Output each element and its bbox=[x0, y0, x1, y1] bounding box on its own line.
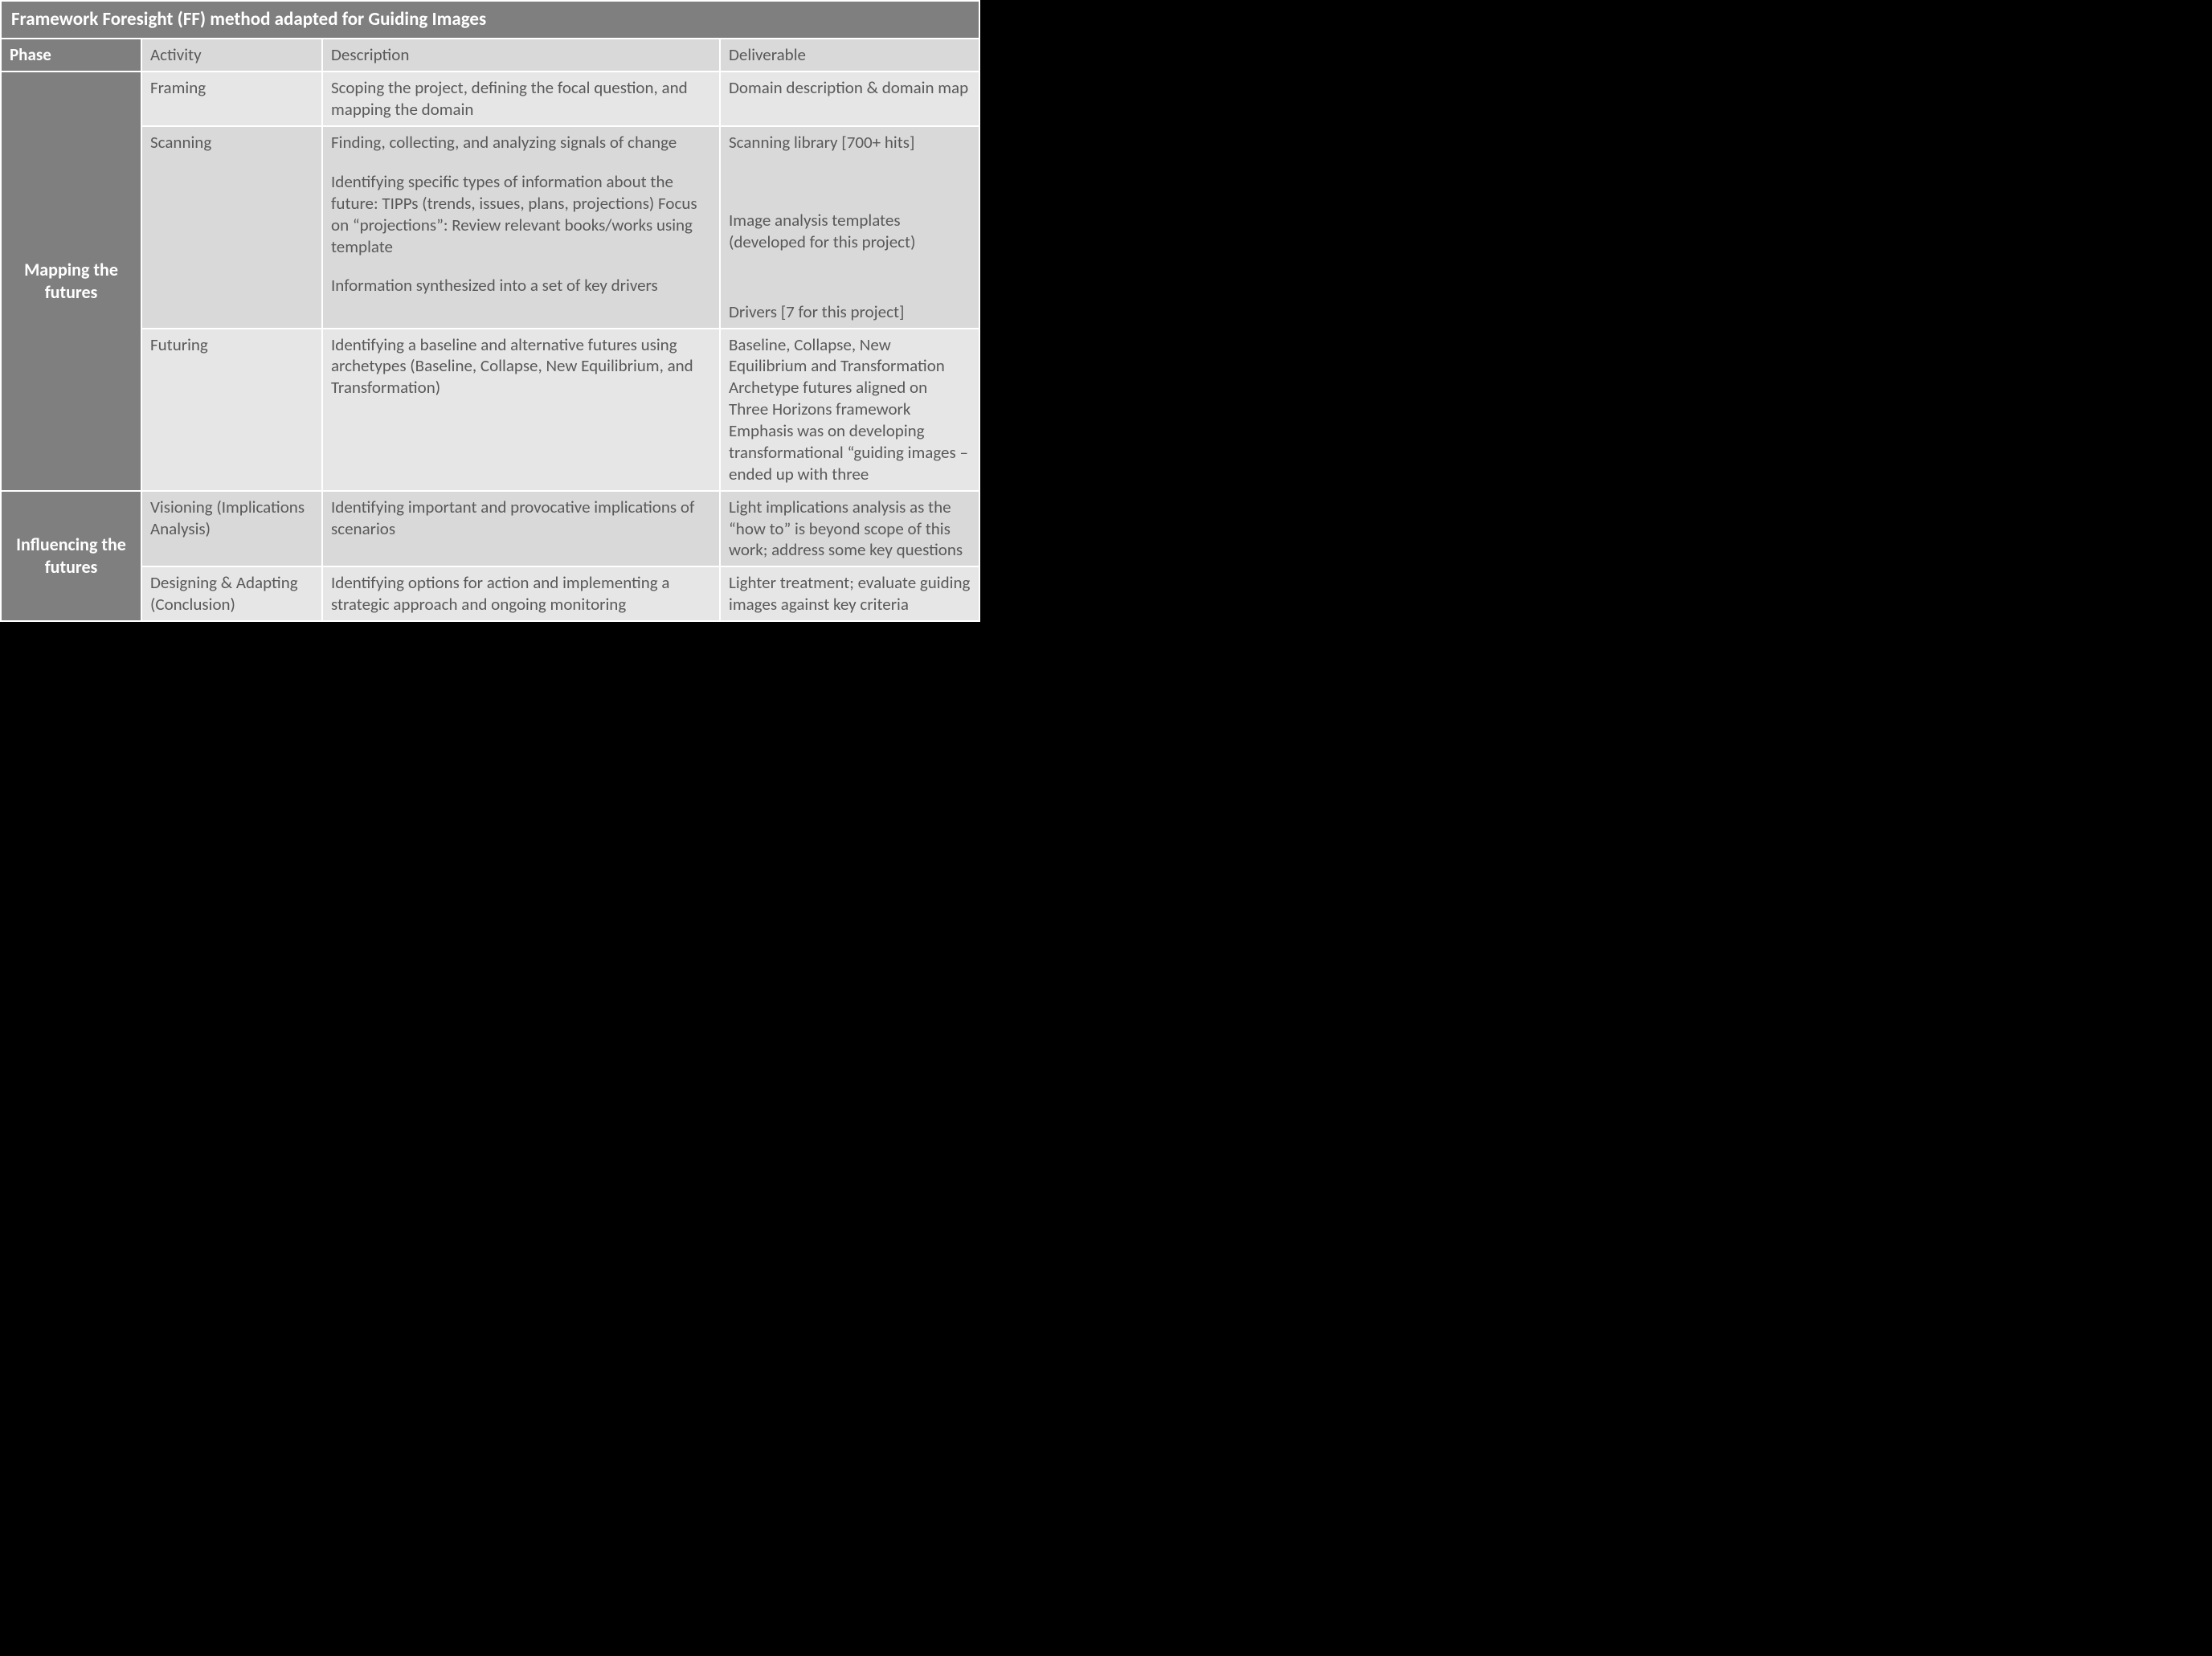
description-cell: Scoping the project, defining the focal … bbox=[322, 72, 720, 126]
description-cell: Identifying a baseline and alternative f… bbox=[322, 329, 720, 491]
description-text: Identifying a baseline and alternative f… bbox=[331, 334, 711, 399]
description-text: Scoping the project, defining the focal … bbox=[331, 77, 711, 121]
col-header-description: Description bbox=[322, 39, 720, 72]
deliverable-text: Drivers [7 for this project] bbox=[729, 301, 971, 323]
table-row: Influencing the futures Visioning (Impli… bbox=[1, 491, 979, 567]
col-header-deliverable: Deliverable bbox=[720, 39, 979, 72]
activity-cell: Scanning bbox=[141, 126, 322, 329]
description-cell: Finding, collecting, and analyzing signa… bbox=[322, 126, 720, 329]
header-row: Phase Activity Description Deliverable bbox=[1, 39, 979, 72]
deliverable-text: Domain description & domain map bbox=[729, 77, 971, 99]
table-row: Designing & Adapting (Conclusion) Identi… bbox=[1, 566, 979, 621]
col-header-activity: Activity bbox=[141, 39, 322, 72]
phase-cell-influencing: Influencing the futures bbox=[1, 491, 141, 621]
activity-cell: Framing bbox=[141, 72, 322, 126]
description-cell: Identifying options for action and imple… bbox=[322, 566, 720, 621]
deliverable-cell: Scanning library [700+ hits] Image analy… bbox=[720, 126, 979, 329]
description-text: Identifying options for action and imple… bbox=[331, 572, 711, 615]
table-row: Mapping the futures Framing Scoping the … bbox=[1, 72, 979, 126]
activity-cell: Futuring bbox=[141, 329, 322, 491]
deliverable-cell: Light implications analysis as the “how … bbox=[720, 491, 979, 567]
deliverable-text: Lighter treatment; evaluate guiding imag… bbox=[729, 572, 971, 615]
table-container: Framework Foresight (FF) method adapted … bbox=[0, 0, 979, 628]
ff-method-table: Framework Foresight (FF) method adapted … bbox=[0, 0, 980, 622]
table-row: Scanning Finding, collecting, and analyz… bbox=[1, 126, 979, 329]
deliverable-text: Scanning library [700+ hits] bbox=[729, 132, 971, 153]
deliverable-text: Image analysis templates (developed for … bbox=[729, 210, 971, 253]
description-text: Finding, collecting, and analyzing signa… bbox=[331, 132, 711, 153]
description-text: Information synthesized into a set of ke… bbox=[331, 275, 711, 296]
deliverable-cell: Baseline, Collapse, New Equilibrium and … bbox=[720, 329, 979, 491]
title-row: Framework Foresight (FF) method adapted … bbox=[1, 1, 979, 39]
table-row: Futuring Identifying a baseline and alte… bbox=[1, 329, 979, 491]
deliverable-cell: Domain description & domain map bbox=[720, 72, 979, 126]
deliverable-text: Baseline, Collapse, New Equilibrium and … bbox=[729, 334, 971, 485]
deliverable-cell: Lighter treatment; evaluate guiding imag… bbox=[720, 566, 979, 621]
deliverable-text: Light implications analysis as the “how … bbox=[729, 497, 971, 562]
activity-cell: Designing & Adapting (Conclusion) bbox=[141, 566, 322, 621]
phase-cell-mapping: Mapping the futures bbox=[1, 72, 141, 490]
table-title: Framework Foresight (FF) method adapted … bbox=[1, 1, 979, 39]
description-cell: Identifying important and provocative im… bbox=[322, 491, 720, 567]
table-body: Framework Foresight (FF) method adapted … bbox=[1, 1, 979, 621]
activity-cell: Visioning (Implications Analysis) bbox=[141, 491, 322, 567]
description-text: Identifying specific types of informatio… bbox=[331, 171, 711, 258]
col-header-phase: Phase bbox=[1, 39, 141, 72]
description-text: Identifying important and provocative im… bbox=[331, 497, 711, 540]
